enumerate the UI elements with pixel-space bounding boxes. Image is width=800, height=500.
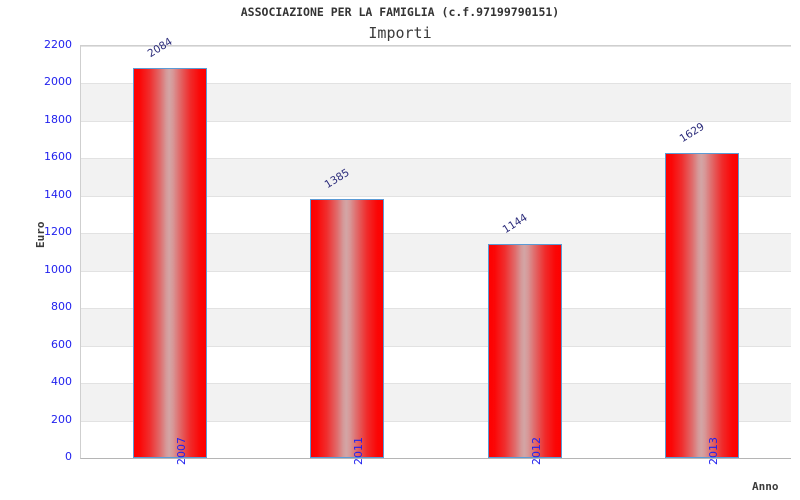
x-axis-tick-label: 2007 [174,437,188,465]
gridline [81,83,791,84]
chart-subtitle: Importi [368,24,432,42]
x-axis-tick-label: 2011 [352,437,366,465]
y-axis-tick-label: 1400 [44,187,72,201]
gridline [81,308,791,309]
y-axis-tick-label: 2000 [44,75,72,89]
y-axis-tick-label: 1600 [44,150,72,164]
y-axis-title: Euro [34,221,47,249]
bar-value-label: 1629 [677,120,707,145]
gridline [81,421,791,422]
y-axis-tick-label: 0 [65,450,72,463]
x-axis-tick-label: 2013 [707,437,721,465]
y-axis-tick-label: 1200 [44,225,72,239]
bar[interactable] [488,243,562,458]
gridline [81,121,791,122]
chart-title: ASSOCIAZIONE PER LA FAMIGLIA (c.f.971997… [240,5,560,19]
y-axis-tick-label: 800 [51,300,72,314]
gridline [81,383,791,384]
gridline [81,196,791,197]
gridline [81,46,791,47]
x-axis-title: Anno [752,480,779,493]
y-axis-tick-label: 600 [51,337,72,351]
bar[interactable] [665,152,739,458]
gridline [81,233,791,234]
gridline [81,346,791,347]
y-axis-tick-label: 400 [51,375,72,389]
gridline [81,271,791,272]
gridline [81,158,791,159]
x-axis-tick-label: 2012 [529,437,543,465]
plot-area: 2084 1385 1144 1629 [80,35,791,459]
y-axis-tick-label: 2200 [44,38,72,51]
bar[interactable] [310,198,384,458]
y-axis-tick-labels: 0 200 400 600 800 1000 1200 1400 1600 1800 2000 220… [0,0,72,500]
y-axis-tick-label: 1800 [44,112,72,126]
y-axis-tick-label: 1000 [44,262,72,276]
bar[interactable] [133,67,207,458]
y-axis-tick-label: 200 [51,412,72,426]
